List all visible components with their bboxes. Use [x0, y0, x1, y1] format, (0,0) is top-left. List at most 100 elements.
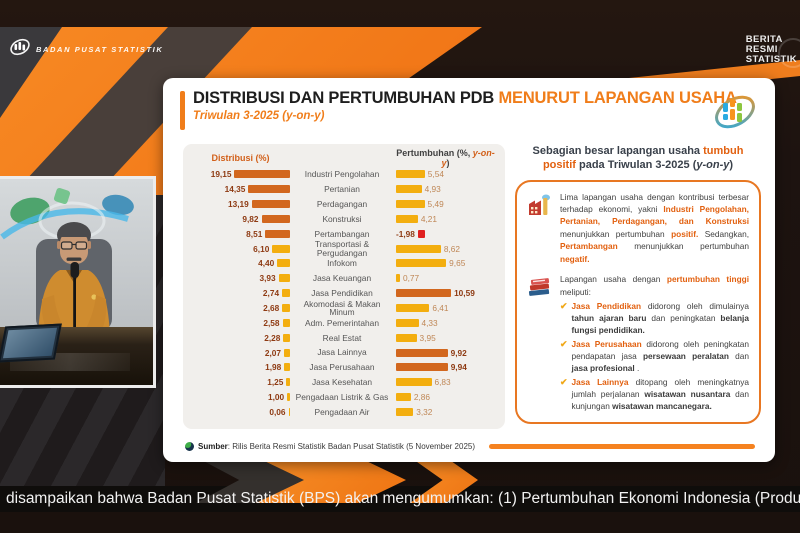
distribution-value: 1,25: [267, 377, 284, 388]
growth-value: 0,77: [403, 273, 420, 284]
distribution-cell: 2,58: [191, 318, 290, 328]
category-label: Jasa Perusahaan: [309, 362, 375, 373]
growth-cell: -1,98: [394, 229, 497, 239]
category-label: Pertambangan: [314, 228, 370, 239]
insight-factory-section: Lima lapangan usaha dengan kontribusi te…: [527, 191, 749, 266]
check-item: ✔ Jasa Lainnya ditopang oleh meningkatny…: [560, 376, 749, 412]
distribution-bar: [234, 170, 290, 179]
growth-bar: [396, 318, 419, 327]
check-text: Jasa Pendidikan didorong oleh dimulainya…: [571, 301, 749, 336]
chart-row: 2,28 Real Estat 3,95: [191, 330, 497, 345]
growth-intro: Lapangan usaha dengan pertumbuhan tinggi…: [560, 274, 750, 297]
check-icon: ✔: [560, 377, 568, 388]
check-item: ✔ Jasa Perusahaan didorong oleh peningka…: [560, 338, 749, 374]
chart-row: 4,40 Infokom 9,65: [191, 256, 497, 271]
distribution-value: 8,51: [246, 228, 263, 239]
distribution-bar: [288, 407, 290, 416]
distribution-value: 2,68: [263, 303, 280, 314]
distribution-value: 0,06: [269, 406, 286, 417]
insight-growth-text: Lapangan usaha dengan pertumbuhan tinggi…: [560, 273, 749, 412]
check-icon: ✔: [560, 301, 568, 311]
check-item: ✔ Jasa Pendidikan didorong oleh dimulain…: [560, 300, 749, 336]
insight-box: Lima lapangan usaha dengan kontribusi te…: [515, 179, 761, 424]
distribution-value: 4,40: [258, 258, 275, 269]
category-label: Pengadaan Listrik & Gas: [295, 391, 389, 402]
title-accent-bar: [180, 91, 185, 130]
page-title-black: DISTRIBUSI DAN PERTUMBUHAN PDB: [193, 89, 499, 107]
growth-cell: 9,94: [394, 362, 497, 372]
distribution-value: 2,58: [263, 317, 280, 328]
distribution-bar: [284, 348, 290, 357]
growth-bar: [396, 348, 448, 357]
chart-row: 14,35 Pertanian 4,93: [191, 182, 497, 197]
category-label: Akomodasi & Makan Minum: [303, 298, 381, 318]
growth-bar: [396, 259, 447, 268]
webcam-frame: [0, 176, 156, 388]
distribution-bar: [278, 274, 290, 283]
category-label: Jasa Kesehatan: [311, 377, 373, 388]
distribution-cell: 6,10: [191, 244, 290, 254]
category-label: Infokom: [327, 258, 357, 269]
program-brand-line: RESMI: [745, 43, 778, 55]
distribution-cell: 3,93: [191, 273, 290, 283]
chart-header-left: Distribusi (%): [211, 152, 270, 163]
chart-row: 9,82 Konstruksi 4,21: [191, 212, 497, 227]
distribution-bar: [261, 214, 290, 223]
growth-value: -1,98: [396, 228, 415, 239]
insight-growth-section: Lapangan usaha dengan pertumbuhan tinggi…: [527, 273, 749, 412]
growth-value: 5,54: [427, 169, 444, 180]
growth-bar: [396, 304, 430, 313]
growth-cell: 4,33: [394, 318, 497, 328]
distribution-value: 2,74: [262, 288, 280, 299]
distribution-cell: 9,82: [191, 214, 290, 224]
broadcaster-brand: BADAN PUSAT STATISTIK: [9, 36, 163, 63]
ticker-text: disampaikan bahwa Badan Pusat Statistik …: [6, 490, 800, 507]
distribution-cell: 2,68: [191, 303, 290, 313]
chart-header-right: Pertumbuhan (%, y-on-y): [396, 147, 495, 168]
source-rest: : Rilis Berita Resmi Statistik Badan Pus…: [227, 442, 476, 451]
growth-cell: 5,54: [394, 169, 497, 179]
check-icon: ✔: [560, 339, 568, 350]
growth-bar: [396, 244, 441, 253]
growth-cell: 2,86: [394, 392, 497, 402]
source-label: Sumber: [198, 442, 228, 451]
growth-cell: 9,65: [394, 258, 497, 268]
distribution-bar: [248, 185, 290, 194]
tablet: [0, 323, 62, 363]
distribution-value: 1,98: [265, 362, 282, 373]
growth-value: 4,33: [421, 317, 438, 328]
distribution-cell: 4,40: [191, 258, 290, 268]
check-text: Jasa Lainnya ditopang oleh meningkatnya …: [571, 377, 750, 412]
growth-bar: [417, 229, 425, 238]
growth-bar: [396, 378, 432, 387]
growth-cell: 6,41: [394, 303, 497, 313]
chart-row: 8,51 Pertambangan -1,98: [191, 226, 497, 241]
growth-value: 3,32: [416, 406, 433, 417]
growth-checklist: ✔ Jasa Pendidikan didorong oleh dimulain…: [560, 300, 749, 412]
category-label: Pertanian: [324, 184, 360, 195]
growth-bar: [396, 333, 417, 342]
ticker-background: [0, 486, 800, 512]
growth-bar: [396, 393, 411, 402]
growth-value: 10,59: [454, 288, 475, 299]
distribution-value: 19,15: [210, 169, 232, 180]
growth-cell: 3,95: [394, 333, 497, 343]
growth-value: 9,92: [450, 347, 467, 358]
category-label: Transportasi & Pergudangan: [314, 239, 370, 258]
program-brand: BERITA RESMI STATISTIK: [746, 35, 797, 65]
distribution-value: 3,93: [259, 273, 276, 284]
growth-bar: [396, 274, 400, 283]
distribution-cell: 0,06: [191, 407, 290, 417]
growth-value: 9,65: [449, 258, 466, 269]
distribution-bar: [286, 378, 290, 387]
chart-row: 1,00 Pengadaan Listrik & Gas 2,86: [191, 390, 497, 405]
distribution-value: 1,00: [267, 392, 285, 403]
chart-row: 1,98 Jasa Perusahaan 9,94: [191, 360, 497, 375]
insight-panel: Sebagian besar lapangan usaha tumbuh pos…: [515, 145, 761, 424]
distribution-bar: [251, 200, 290, 209]
source-icon: [185, 442, 194, 451]
category-label: Industri Pengolahan: [304, 169, 380, 180]
distribution-cell: 1,00: [191, 392, 290, 402]
ghost-logo-icon: [778, 38, 800, 68]
